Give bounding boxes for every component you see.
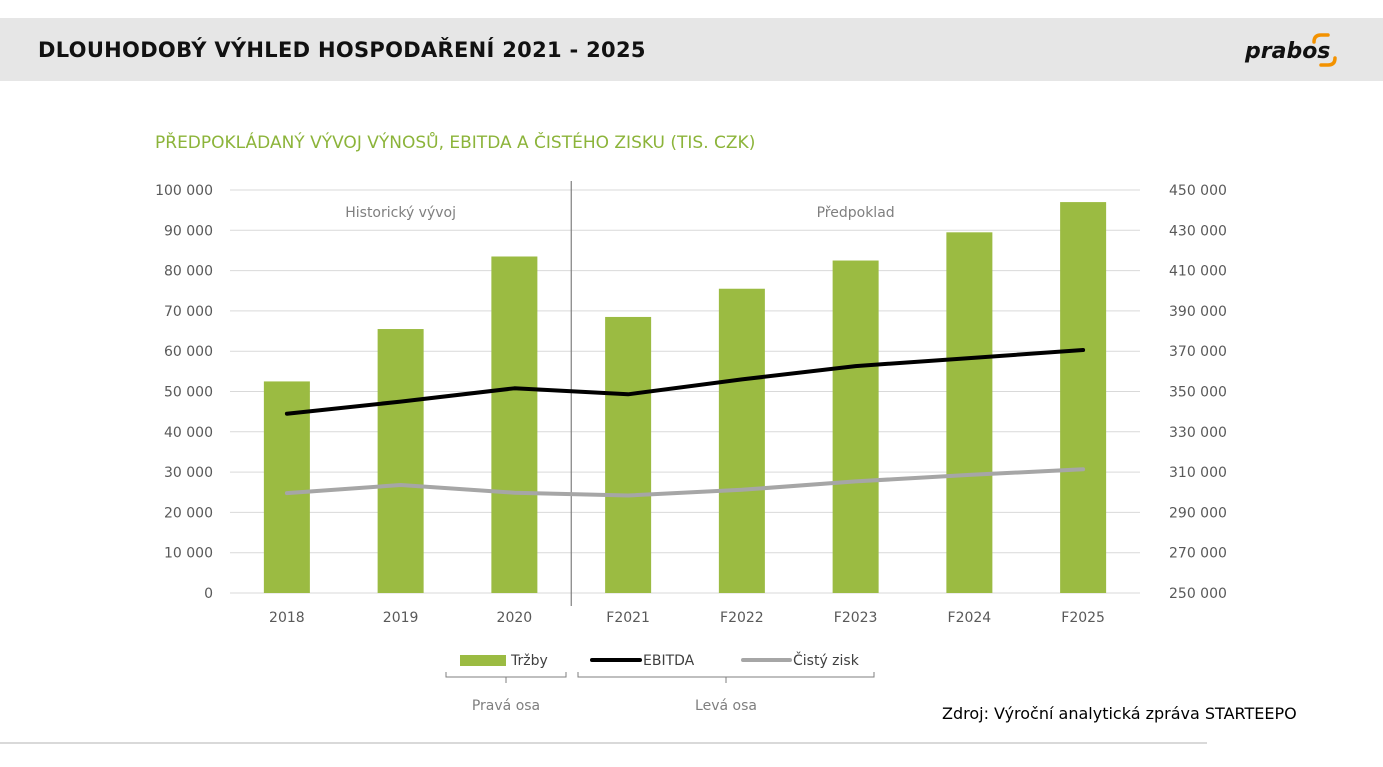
left-axis-tick-label: 60 000 [164,344,213,360]
left-axis-tick-label: 50 000 [164,385,213,401]
right-axis-tick-label: 330 000 [1169,425,1227,441]
bar [718,288,765,593]
bar [263,381,310,593]
category-label: 2018 [269,610,305,626]
region-label: Historický vývoj [345,205,456,221]
left-axis-tick-label: 20 000 [164,505,213,521]
bottom-divider [0,742,1207,744]
series-line [284,467,1086,498]
category-label: 2019 [383,610,419,626]
legend-label: Čistý zisk [793,651,860,669]
bar [832,260,879,593]
legend-swatch [460,655,506,666]
bar [605,316,652,593]
legend-label: Tržby [510,653,548,669]
left-axis-tick-label: 80 000 [164,264,213,280]
left-axis-tick-label: 30 000 [164,465,213,481]
chart-title: PŘEDPOKLÁDANÝ VÝVOJ VÝNOSŮ, EBITDA A ČIS… [155,133,756,153]
category-label: F2023 [834,610,878,626]
left-axis-tick-label: 100 000 [155,183,213,199]
category-label: F2021 [606,610,650,626]
right-axis-tick-label: 370 000 [1169,344,1227,360]
right-axis-tick-label: 390 000 [1169,304,1227,320]
source-note: Zdroj: Výroční analytická zpráva STARTEE… [942,704,1297,723]
left-axis-tick-label: 90 000 [164,223,213,239]
bar [377,329,424,593]
left-axis-tick-label: 40 000 [164,425,213,441]
legend-label: EBITDA [643,653,695,669]
left-axis-tick-label: 70 000 [164,304,213,320]
right-axis-tick-label: 290 000 [1169,505,1227,521]
axis-group-bracket [445,672,567,683]
region-label: Předpoklad [817,205,895,221]
bar [1060,202,1107,593]
series-line [284,348,1086,416]
page-title: DLOUHODOBÝ VÝHLED HOSPODAŘENÍ 2021 - 202… [38,38,646,62]
axis-group-label: Levá osa [695,698,757,714]
axis-group-label: Pravá osa [472,698,540,714]
right-axis-tick-label: 450 000 [1169,183,1227,199]
svg-text:prabos: prabos [1244,39,1330,64]
right-axis-tick-label: 310 000 [1169,465,1227,481]
right-axis-tick-label: 270 000 [1169,546,1227,562]
category-label: 2020 [497,610,533,626]
right-axis-tick-label: 250 000 [1169,586,1227,602]
bar [491,256,538,593]
left-axis-tick-label: 10 000 [164,546,213,562]
category-label: F2025 [1061,610,1105,626]
bar [946,232,993,593]
header-bar: DLOUHODOBÝ VÝHLED HOSPODAŘENÍ 2021 - 202… [0,18,1383,81]
right-axis-tick-label: 350 000 [1169,385,1227,401]
axis-group-bracket [577,672,875,683]
left-axis-tick-label: 0 [204,586,213,602]
right-axis-tick-label: 410 000 [1169,264,1227,280]
category-label: F2022 [720,610,764,626]
right-axis-tick-label: 430 000 [1169,223,1227,239]
category-label: F2024 [948,610,992,626]
prabos-logo: prabos [1244,33,1337,67]
